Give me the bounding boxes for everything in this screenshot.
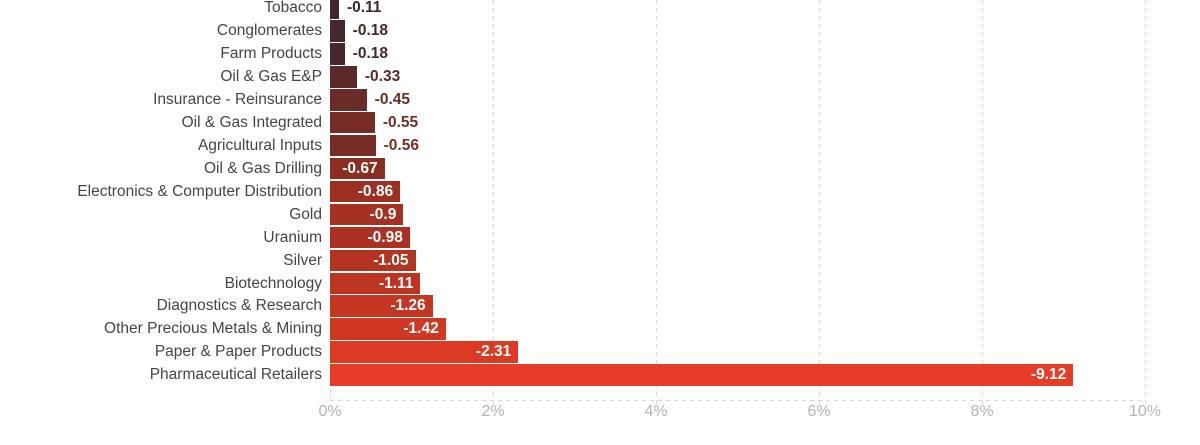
value-label: -0.11 (346, 0, 382, 17)
category-label: Farm Products (220, 45, 322, 63)
value-label: -9.12 (1030, 366, 1067, 384)
bar (330, 43, 345, 65)
bar-row: Silver -1.05 (0, 249, 1200, 272)
bar-row: Electronics & Computer Distribution -0.86 (0, 180, 1200, 203)
category-label: Silver (283, 251, 322, 269)
category-label: Conglomerates (216, 22, 322, 40)
bar (330, 89, 367, 111)
x-tick-label: 0% (318, 403, 342, 420)
bar (330, 0, 339, 19)
category-label: Gold (289, 205, 322, 223)
bar (330, 20, 345, 42)
category-label: Electronics & Computer Distribution (77, 182, 322, 200)
bar-row: Other Precious Metals & Mining -1.42 (0, 318, 1200, 340)
gridline (1145, 0, 1146, 407)
value-label: -0.98 (367, 228, 403, 246)
category-label: Diagnostics & Research (156, 297, 322, 315)
bar-row: Pharmaceutical Retailers -9.12 (0, 364, 1200, 386)
bar (330, 134, 376, 157)
value-label: -0.86 (357, 182, 394, 200)
bar (330, 157, 385, 180)
x-tick-label: 6% (807, 403, 831, 420)
bar (330, 249, 416, 272)
bar-row: Biotechnology -1.11 (0, 272, 1200, 295)
bar (330, 295, 433, 317)
value-label: -0.18 (352, 22, 388, 40)
bar-row: Oil & Gas Drilling -0.67 (0, 157, 1200, 180)
value-label: -0.55 (382, 113, 419, 131)
bar (330, 66, 357, 88)
x-tick-label: 10% (1128, 403, 1162, 420)
bar-row: Oil & Gas Integrated -0.55 (0, 111, 1200, 134)
bar-row: Oil & Gas E&P -0.33 (0, 66, 1200, 88)
bar (330, 364, 1074, 386)
x-tick-label: 2% (481, 403, 505, 420)
bar-row: Insurance - Reinsurance -0.45 (0, 89, 1200, 111)
gridline (330, 389, 331, 407)
bar-row: Uranium -0.98 (0, 226, 1200, 249)
value-label: -0.56 (383, 136, 419, 154)
gridline (819, 0, 820, 407)
category-label: Pharmaceutical Retailers (149, 366, 322, 384)
bar-row: Diagnostics & Research -1.26 (0, 295, 1200, 317)
bar (330, 180, 401, 203)
category-label: Insurance - Reinsurance (153, 91, 322, 108)
category-label: Oil & Gas Integrated (181, 113, 322, 131)
bar-row: Agricultural Inputs -0.56 (0, 134, 1200, 157)
category-label: Other Precious Metals & Mining (104, 320, 322, 338)
value-label: -1.26 (390, 297, 426, 315)
bar (330, 226, 410, 249)
category-label: Biotechnology (224, 274, 322, 292)
value-label: -0.18 (352, 45, 388, 63)
value-label: -0.33 (364, 68, 401, 86)
category-label: Uranium (263, 228, 322, 246)
bar-row: Conglomerates -0.18 (0, 20, 1200, 42)
bar-row: Farm Products -0.18 (0, 43, 1200, 65)
category-label: Paper & Paper Products (154, 343, 322, 361)
x-axis-line (330, 400, 1146, 401)
value-label: -1.11 (378, 274, 414, 292)
value-label: -2.31 (475, 343, 512, 361)
value-label: -1.05 (373, 251, 409, 269)
x-tick-label: 8% (970, 403, 994, 420)
value-label: -1.42 (403, 320, 439, 338)
bar (330, 203, 404, 226)
category-label: Tobacco (264, 0, 322, 17)
value-label: -0.67 (342, 159, 378, 177)
category-label: Oil & Gas E&P (220, 68, 322, 86)
x-tick-label: 4% (644, 403, 668, 420)
category-label: Oil & Gas Drilling (204, 159, 322, 177)
bar-row: Paper & Paper Products -2.31 (0, 341, 1200, 363)
gridline (656, 0, 657, 407)
value-label: -0.45 (374, 91, 411, 108)
bar (330, 272, 421, 295)
bar (330, 341, 519, 363)
bar-row: Gold -0.9 (0, 203, 1200, 226)
category-label: Agricultural Inputs (197, 136, 322, 154)
bar (330, 318, 446, 340)
bar-row: Tobacco -0.11 (0, 0, 1200, 19)
gridline (493, 0, 494, 407)
value-label: -0.9 (369, 205, 397, 223)
gridline (982, 0, 983, 407)
bar (330, 111, 375, 134)
